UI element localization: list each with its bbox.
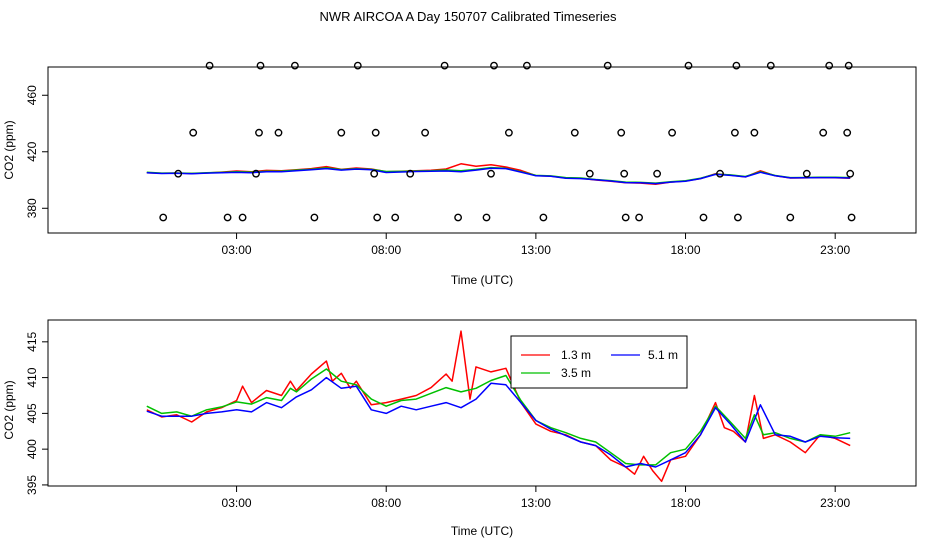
top-series-lines [146, 163, 851, 186]
calibration-point [819, 128, 828, 137]
calibration-point [653, 169, 661, 178]
bot-x-tick-label-0: 03:00 [222, 496, 252, 510]
calibration-point [290, 61, 299, 70]
top-x-axis: 03:00 08:00 13:00 18:00 23:00 [222, 233, 851, 257]
calibration-point [523, 61, 531, 70]
calibration-point [223, 213, 232, 222]
calibration-point [440, 61, 449, 70]
top-y-axis-label: CO2 (ppm) [2, 120, 16, 179]
calibration-point [353, 61, 362, 70]
bottom-x-axis-label: Time (UTC) [451, 524, 513, 538]
chart-title: NWR AIRCOA A Day 150707 Calibrated Times… [319, 9, 617, 24]
calibration-point [370, 169, 379, 178]
top-panel: 03:00 08:00 13:00 18:00 23:00 380 420 460 Time… [2, 61, 917, 287]
calibration-point [847, 213, 856, 222]
bot-x-tick-label-3: 18:00 [671, 496, 701, 510]
calibration-point [252, 169, 260, 178]
calibration-point [621, 213, 630, 222]
bot-y-tick-label-3: 410 [25, 367, 39, 387]
top-x-tick-label-1: 08:00 [371, 243, 401, 257]
calibration-point [490, 61, 498, 70]
bot-x-tick-label-4: 23:00 [820, 496, 850, 510]
calibration-point [255, 128, 263, 137]
calibration-point [699, 213, 708, 222]
bot-y-tick-label-2: 405 [25, 403, 39, 423]
calibration-point [310, 213, 319, 222]
calibration-point [373, 213, 382, 222]
calibration-point [174, 169, 183, 178]
calibration-point [844, 61, 853, 70]
calibration-point [766, 61, 775, 70]
calibration-point [585, 169, 594, 178]
legend-label-1-3m: 1.3 m [561, 348, 591, 362]
top-y-tick-label-1: 420 [25, 141, 39, 161]
legend-box [510, 335, 688, 389]
calibration-point [391, 213, 400, 222]
calibration-point [274, 128, 283, 137]
top-x-tick-label-0: 03:00 [222, 243, 252, 257]
calibration-point [732, 61, 741, 70]
calibration-point [205, 61, 214, 70]
bottom-series-lines [146, 330, 851, 483]
legend-label-5-1m: 5.1 m [648, 348, 678, 362]
calibration-point [603, 61, 612, 70]
calibration-point [802, 169, 811, 178]
bot-x-tick-label-2: 13:00 [521, 496, 551, 510]
top-series-5-1-m [146, 167, 851, 185]
calibration-point [617, 128, 626, 137]
top-x-tick-label-2: 13:00 [521, 243, 551, 257]
calibration-point [371, 128, 380, 137]
calibration-point [238, 213, 247, 222]
bot-series-5-1-m [146, 376, 851, 468]
calibration-point [786, 213, 795, 222]
calibration-point [454, 213, 462, 222]
legend-label-3-5m: 3.5 m [561, 366, 591, 380]
top-x-axis-label: Time (UTC) [451, 273, 513, 287]
calibration-point [570, 128, 579, 137]
top-y-axis: 380 420 460 [25, 85, 48, 218]
bot-y-tick-label-1: 400 [25, 439, 39, 459]
calibration-point [734, 213, 742, 222]
bot-series-3-5-m [146, 368, 851, 466]
bottom-y-axis-label: CO2 (ppm) [2, 380, 16, 439]
calibration-point [846, 169, 855, 178]
calibration-point [539, 213, 548, 222]
calibration-point [684, 61, 693, 70]
calibration-point [337, 128, 346, 137]
bottom-panel: 03:00 08:00 13:00 18:00 23:00 395 400 405 410 41… [2, 319, 917, 538]
legend: 1.3 m 3.5 m 5.1 m [510, 335, 688, 389]
top-y-tick-label-0: 380 [25, 198, 39, 218]
calibration-point [668, 128, 676, 137]
top-y-tick-label-2: 460 [25, 85, 39, 105]
calibration-point [750, 128, 759, 137]
top-plot-frame [47, 66, 917, 234]
bottom-plot-frame [47, 319, 917, 487]
calibration-point [635, 213, 643, 222]
top-x-tick-label-3: 18:00 [671, 243, 701, 257]
calibration-point [825, 61, 834, 70]
calibration-point [189, 128, 198, 137]
calibration-point [256, 61, 265, 70]
bottom-y-axis: 395 400 405 410 415 [25, 331, 48, 495]
top-series-3-5-m [146, 166, 851, 184]
calibration-point [487, 169, 495, 178]
bot-y-tick-label-0: 395 [25, 475, 39, 495]
bot-x-tick-label-1: 08:00 [371, 496, 401, 510]
bot-y-tick-label-4: 415 [25, 331, 39, 351]
top-calibration-points [159, 61, 856, 222]
calibration-point [620, 169, 629, 178]
top-x-tick-label-4: 23:00 [820, 243, 850, 257]
calibration-point [421, 128, 429, 137]
bottom-x-axis: 03:00 08:00 13:00 18:00 23:00 [222, 486, 851, 510]
calibration-point [482, 213, 491, 222]
bot-series-1-3-m [146, 330, 851, 483]
calibration-point [716, 169, 724, 178]
calibration-point [843, 128, 852, 137]
calibration-point [406, 169, 415, 178]
calibration-point [504, 128, 513, 137]
calibration-point [731, 128, 739, 137]
calibration-point [159, 213, 168, 222]
